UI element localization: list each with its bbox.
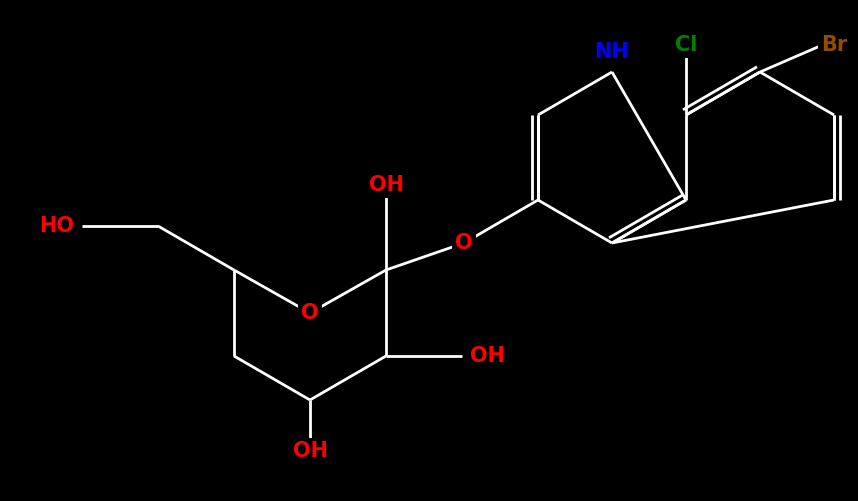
Text: OH: OH	[293, 441, 328, 461]
Text: OH: OH	[368, 175, 403, 195]
Text: HO: HO	[39, 216, 74, 236]
Text: O: O	[456, 233, 473, 253]
Text: NH: NH	[595, 42, 630, 62]
Text: OH: OH	[470, 346, 505, 366]
Text: O: O	[301, 303, 319, 323]
Text: Br: Br	[821, 35, 847, 55]
Text: Cl: Cl	[674, 35, 698, 55]
